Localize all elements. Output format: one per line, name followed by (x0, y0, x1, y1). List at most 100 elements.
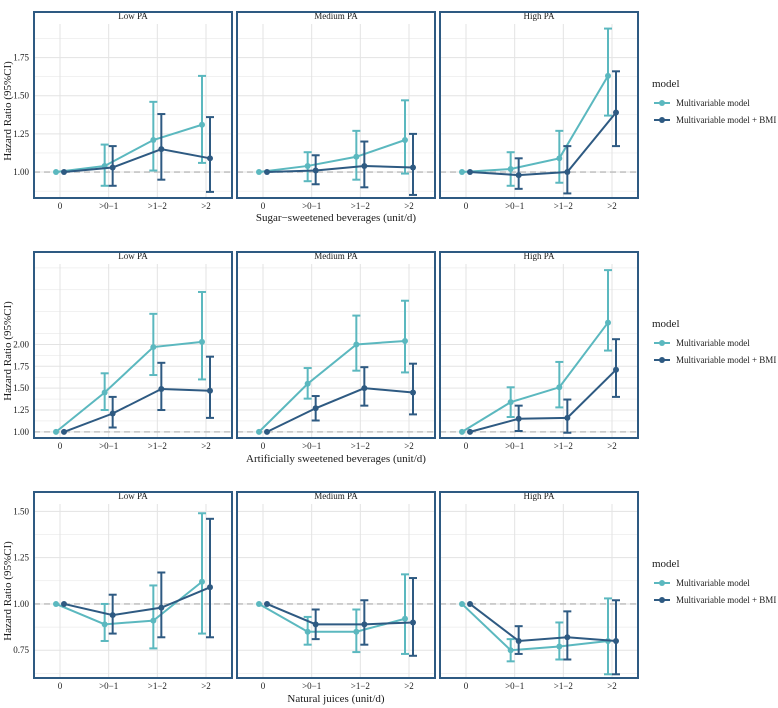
x-tick-label: >0−1 (302, 201, 321, 211)
data-point (556, 155, 563, 162)
legend-key-point (659, 597, 665, 603)
x-tick-label: 0 (58, 441, 63, 451)
data-point (564, 169, 571, 176)
y-tick-label: 1.25 (13, 129, 29, 139)
panel-strip-label: High PA (524, 11, 555, 21)
legend-key-point (659, 357, 665, 363)
legend: model Multivariable model Multivariable mo… (652, 318, 776, 365)
series-multivariable-bmi (264, 132, 417, 196)
data-point (53, 428, 59, 435)
data-point (353, 153, 360, 160)
data-point (61, 169, 67, 176)
data-point (109, 612, 116, 619)
series-line (63, 148, 211, 174)
x-tick-label: >0−1 (505, 681, 524, 691)
panel-frame (33, 11, 233, 199)
x-tick-label: >1−2 (554, 681, 573, 691)
data-point (150, 137, 157, 143)
data-point (564, 634, 571, 641)
series-line (258, 139, 406, 174)
x-tick-label: >2 (404, 201, 414, 211)
data-point (150, 617, 157, 624)
x-tick-label: >2 (201, 441, 211, 451)
series-line (469, 369, 617, 433)
data-point (410, 164, 416, 171)
series-multivariable (53, 74, 206, 187)
series-line (266, 164, 414, 174)
data-point (459, 428, 465, 435)
x-tick-label: >1−2 (148, 441, 167, 451)
data-point (515, 415, 522, 422)
data-point (459, 169, 465, 176)
x-tick-label: 0 (58, 681, 63, 691)
y-tick-label: 1.00 (13, 167, 29, 177)
legend-title: model (652, 318, 680, 330)
panel-frame (236, 11, 436, 199)
legend-key-point (659, 100, 665, 106)
data-point (158, 604, 165, 611)
y-axis-title: Hazard Ratio (95%CI) (2, 541, 14, 641)
panel-strip-label: Low PA (118, 491, 148, 501)
series-line (258, 603, 406, 633)
series-multivariable-bmi (467, 70, 620, 195)
data-point (109, 410, 116, 417)
y-tick-label: 1.75 (13, 361, 29, 371)
series-multivariable (459, 269, 612, 435)
chart-row-2: Hazard Ratio (95%CI) 1.00 1.25 1.50 1.75 2.00… (2, 251, 776, 465)
x-tick-label: 0 (261, 201, 266, 211)
legend-label: Multivariable model + BMI (676, 595, 776, 605)
legend-title: model (652, 78, 680, 90)
series-multivariable-bmi (467, 338, 620, 435)
x-axis-title: Natural juices (unit/d) (287, 693, 384, 705)
x-tick-label: 0 (464, 681, 469, 691)
series-line (55, 340, 203, 433)
data-point (264, 169, 270, 176)
y-axis-title: Hazard Ratio (95%CI) (2, 61, 14, 161)
x-tick-label: >1−2 (351, 681, 370, 691)
series-line (55, 123, 203, 174)
series-multivariable-bmi (264, 362, 417, 435)
panel-frame (33, 491, 233, 679)
y-tick-label: 1.75 (13, 53, 29, 63)
x-tick-label: >0−1 (505, 441, 524, 451)
data-point (361, 162, 368, 169)
x-tick-label: 0 (58, 201, 63, 211)
data-point (53, 169, 59, 176)
data-point (459, 600, 465, 607)
data-point (312, 621, 319, 628)
data-point (507, 399, 514, 406)
series-line (266, 603, 414, 626)
panel-frame (236, 251, 436, 439)
series-line (461, 75, 609, 174)
panel-strip-label: Low PA (118, 11, 148, 21)
data-point (256, 428, 262, 435)
x-axis-title: Artificially sweetened beverages (unit/d… (246, 453, 426, 465)
chart-row-3: Hazard Ratio (95%CI) 0.75 1.00 1.25 1.50 Low … (2, 491, 776, 705)
series-line (469, 603, 617, 643)
legend-label: Multivariable model (676, 338, 750, 348)
panel-strip-label: Low PA (118, 251, 148, 261)
data-point (507, 166, 514, 172)
panel-high-pa: High PA 0 >0−1 >1−2 >2 (439, 11, 639, 211)
series-multivariable-bmi (61, 517, 214, 639)
data-point (264, 600, 270, 607)
data-point (101, 389, 108, 396)
x-tick-label: >1−2 (351, 201, 370, 211)
data-point (207, 387, 213, 394)
data-point (556, 384, 563, 391)
series-multivariable (53, 290, 206, 435)
y-tick-label: 2.00 (13, 339, 29, 349)
data-point (515, 637, 522, 644)
data-point (207, 584, 213, 591)
x-tick-label: >1−2 (351, 441, 370, 451)
x-tick-label: >0−1 (99, 441, 118, 451)
legend-key-point (659, 580, 665, 586)
x-tick-label: >2 (201, 201, 211, 211)
data-point (402, 615, 408, 622)
data-point (605, 319, 611, 326)
x-tick-label: >2 (404, 681, 414, 691)
y-tick-label: 0.75 (13, 645, 29, 655)
data-point (605, 72, 611, 79)
data-point (556, 643, 563, 650)
y-tick-label: 1.50 (13, 91, 29, 101)
